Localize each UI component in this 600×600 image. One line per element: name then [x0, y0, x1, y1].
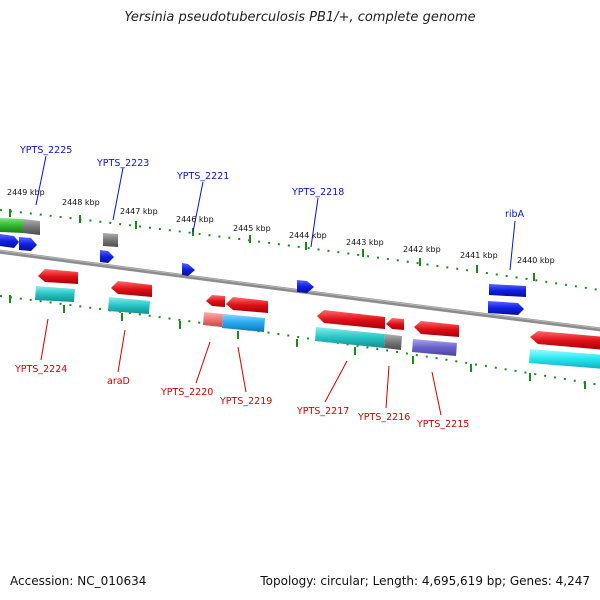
gene-label[interactable]: YPTS_2224 [14, 364, 67, 375]
rna-feature[interactable] [315, 327, 385, 348]
gene-label[interactable]: YPTS_2217 [296, 406, 349, 417]
gene-feature[interactable] [103, 233, 118, 247]
scale-label: 2443 kbp [346, 238, 384, 247]
scale-labels: 2449 kbp 2448 kbp 2447 kbp 2446 kbp 2445… [7, 188, 555, 265]
rna-feature[interactable] [203, 312, 223, 327]
gene-feature[interactable] [317, 310, 385, 329]
reverse-label-lines [40, 318, 442, 416]
gene-label[interactable]: YPTS_2218 [291, 187, 344, 198]
scale-label: 2440 kbp [517, 256, 555, 265]
map-title: Yersinia pseudotuberculosis PB1/+, compl… [124, 10, 476, 25]
outer-scale-track [0, 209, 600, 291]
gene-label[interactable]: YPTS_2219 [219, 396, 272, 407]
gene-feature[interactable] [111, 281, 152, 297]
genome-summary-text: Topology: circular; Length: 4,695,619 bp… [260, 574, 590, 588]
gene-label[interactable]: ribA [505, 209, 525, 220]
scale-label: 2442 kbp [403, 245, 441, 254]
rna-feature[interactable] [108, 297, 150, 314]
scale-label: 2447 kbp [120, 207, 158, 216]
gene-label[interactable]: YPTS_2215 [416, 419, 469, 430]
gene-feature[interactable] [297, 280, 314, 293]
feature-block-left-top [0, 218, 40, 251]
gene-feature[interactable] [412, 339, 457, 356]
gene-label[interactable]: YPTS_2223 [96, 158, 149, 169]
scale-label: 2444 kbp [289, 231, 327, 240]
gene-feature[interactable] [489, 284, 526, 297]
gene-label[interactable]: YPTS_2220 [160, 387, 213, 398]
inner-scale-track [0, 295, 600, 389]
rna-feature[interactable] [35, 286, 75, 302]
reverse-gene-labels: YPTS_2224 araD YPTS_2220 YPTS_2219 YPTS_… [14, 364, 469, 430]
gene-feature[interactable] [226, 297, 268, 313]
forward-gene-labels: YPTS_2225 YPTS_2223 YPTS_2221 YPTS_2218 … [19, 145, 525, 220]
reverse-strand-features [35, 269, 600, 369]
rna-feature[interactable] [222, 314, 265, 332]
gene-label[interactable]: YPTS_2221 [176, 171, 229, 182]
scale-label: 2445 kbp [233, 224, 271, 233]
scale-label: 2446 kbp [176, 215, 214, 224]
scale-label: 2449 kbp [7, 188, 45, 197]
gene-label[interactable]: araD [107, 376, 130, 387]
gene-feature[interactable] [386, 318, 404, 330]
accession-text: Accession: NC_010634 [10, 574, 147, 588]
gene-label[interactable]: YPTS_2216 [357, 412, 410, 423]
gene-label[interactable]: YPTS_2225 [19, 145, 72, 156]
gene-feature[interactable] [530, 331, 600, 350]
gene-feature[interactable] [182, 263, 195, 276]
gene-feature[interactable] [384, 334, 402, 350]
gene-feature[interactable] [100, 250, 114, 263]
scale-label: 2448 kbp [62, 198, 100, 207]
gene-feature[interactable] [206, 295, 225, 307]
gene-feature[interactable] [488, 301, 524, 315]
forward-strand-features [100, 233, 526, 315]
gene-feature[interactable] [38, 269, 78, 284]
scale-label: 2441 kbp [460, 251, 498, 260]
forward-label-lines [35, 155, 516, 271]
gene-feature[interactable] [414, 321, 459, 337]
rna-feature[interactable] [529, 349, 600, 369]
